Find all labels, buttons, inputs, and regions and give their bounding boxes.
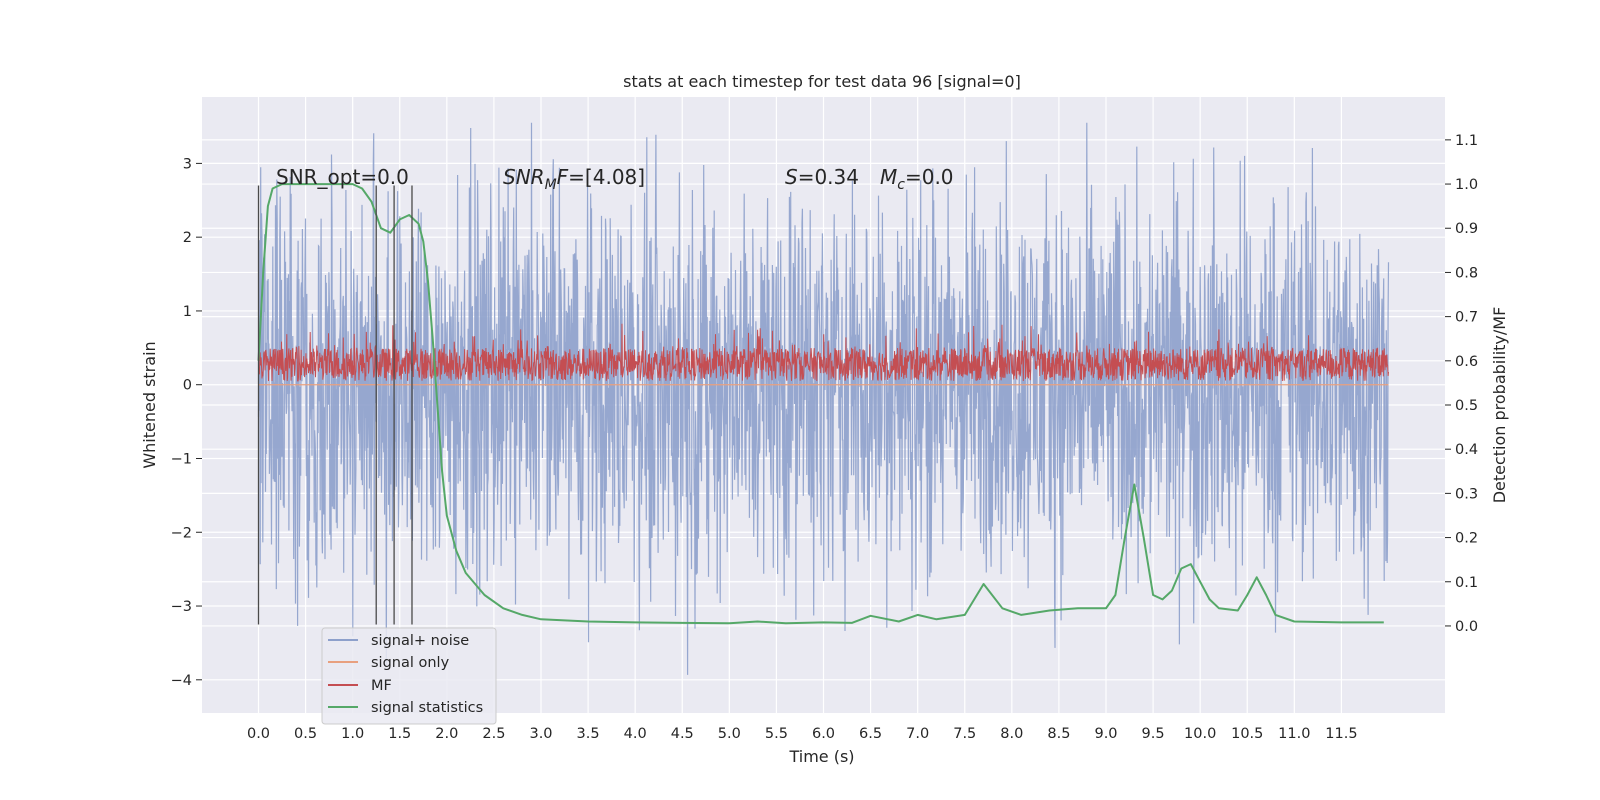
chart-title: stats at each timestep for test data 96 … bbox=[623, 72, 1021, 91]
y2-tick-label: 1.1 bbox=[1455, 133, 1478, 149]
y2-tick-label: 0.1 bbox=[1455, 575, 1478, 591]
x-tick-label: 4.0 bbox=[624, 726, 647, 742]
y2-tick-label: 0.4 bbox=[1455, 442, 1478, 458]
y2-tick-label: 0.0 bbox=[1455, 619, 1478, 635]
y2-axis-ticks: 0.0 0.1 0.2 0.3 0.4 0.5 0.6 0.7 0.8 0.9 1.0 1.1 bbox=[1445, 133, 1478, 635]
annotation-snr-mf-sub: M bbox=[545, 177, 557, 193]
legend-label-signal-noise: signal+ noise bbox=[371, 633, 469, 649]
y2-tick-label: 0.3 bbox=[1455, 486, 1478, 502]
y2-tick-label: 0.8 bbox=[1455, 265, 1478, 281]
y-axis-ticks: −4 −3 −2 −1 0 1 2 3 bbox=[171, 156, 202, 689]
x-tick-label: 0.5 bbox=[294, 726, 317, 742]
legend: signal+ noise signal only MF signal stat… bbox=[321, 627, 497, 725]
x-tick-label: 8.5 bbox=[1047, 726, 1070, 742]
series-signal-statistics bbox=[257, 183, 1384, 625]
y-tick-label: 2 bbox=[183, 230, 192, 246]
legend-label-signal-only: signal only bbox=[371, 655, 450, 671]
x-tick-label: 10.5 bbox=[1231, 726, 1263, 742]
x-tick-label: 3.5 bbox=[577, 726, 600, 742]
x-tick-label: 2.5 bbox=[482, 726, 505, 742]
vertical-markers bbox=[257, 185, 413, 625]
y-axis-label: Whitened strain bbox=[140, 341, 159, 468]
x-axis-ticks: 0.0 0.5 1.0 1.5 2.0 2.5 3.0 3.5 4.0 4.5 5.0 5.5 6.0 6… bbox=[247, 726, 1358, 742]
annotation-s-name: S bbox=[785, 165, 798, 189]
annotation-mc-name: M bbox=[880, 165, 897, 189]
y-tick-label: −4 bbox=[171, 673, 192, 689]
annotation-s-value: =0.34 bbox=[798, 165, 859, 189]
annotation-snr-mf-name: SNR bbox=[503, 165, 545, 189]
x-tick-label: 1.0 bbox=[341, 726, 364, 742]
y-tick-label: 1 bbox=[183, 304, 192, 320]
x-tick-label: 9.5 bbox=[1142, 726, 1165, 742]
x-tick-label: 7.5 bbox=[953, 726, 976, 742]
annotation-snr-mf-value: =[4.08] bbox=[568, 165, 645, 189]
y2-tick-label: 0.9 bbox=[1455, 221, 1478, 237]
x-tick-label: 6.5 bbox=[859, 726, 882, 742]
annotation-mc-sub: c bbox=[897, 177, 905, 193]
x-tick-label: 3.0 bbox=[529, 726, 552, 742]
x-tick-label: 5.5 bbox=[765, 726, 788, 742]
y2-tick-label: 0.2 bbox=[1455, 531, 1478, 547]
annotation-snr-mf-tail: F bbox=[557, 165, 569, 189]
legend-label-mf: MF bbox=[371, 678, 392, 694]
annotation-snr-mf: SNRMF=[4.08] bbox=[503, 165, 645, 193]
y2-axis-label: Detection probability/MF bbox=[1490, 307, 1509, 504]
y-tick-label: −1 bbox=[171, 451, 192, 467]
legend-box bbox=[321, 627, 497, 725]
y2-tick-label: 1.0 bbox=[1455, 177, 1478, 193]
x-tick-label: 7.0 bbox=[906, 726, 929, 742]
series-signal-noise bbox=[257, 122, 1390, 675]
y2-tick-label: 0.7 bbox=[1455, 310, 1478, 326]
y2-tick-label: 0.6 bbox=[1455, 354, 1478, 370]
y-tick-label: −2 bbox=[171, 525, 192, 541]
x-tick-label: 9.0 bbox=[1094, 726, 1117, 742]
x-tick-label: 2.0 bbox=[435, 726, 458, 742]
annotation-snr-opt: SNR_opt=0.0 bbox=[276, 165, 409, 189]
x-tick-label: 11.0 bbox=[1278, 726, 1310, 742]
y-tick-label: 3 bbox=[183, 156, 192, 172]
x-tick-label: 6.0 bbox=[812, 726, 835, 742]
series-mf bbox=[258, 323, 1389, 382]
annotation-mc: Mc=0.0 bbox=[880, 165, 954, 193]
x-tick-label: 0.0 bbox=[247, 726, 270, 742]
x-tick-label: 5.0 bbox=[718, 726, 741, 742]
y-tick-label: 0 bbox=[183, 378, 192, 394]
x-tick-label: 4.5 bbox=[671, 726, 694, 742]
annotation-s: S=0.34 bbox=[785, 165, 859, 189]
legend-label-signal-statistics: signal statistics bbox=[371, 700, 483, 716]
y2-tick-label: 0.5 bbox=[1455, 398, 1478, 414]
x-tick-label: 1.5 bbox=[388, 726, 411, 742]
x-tick-label: 10.0 bbox=[1184, 726, 1216, 742]
annotation-mc-value: =0.0 bbox=[905, 165, 954, 189]
x-axis-label: Time (s) bbox=[788, 747, 854, 766]
series-layer bbox=[257, 122, 1390, 675]
x-tick-label: 8.0 bbox=[1000, 726, 1023, 742]
y-tick-label: −3 bbox=[171, 599, 192, 615]
x-tick-label: 11.5 bbox=[1325, 726, 1357, 742]
